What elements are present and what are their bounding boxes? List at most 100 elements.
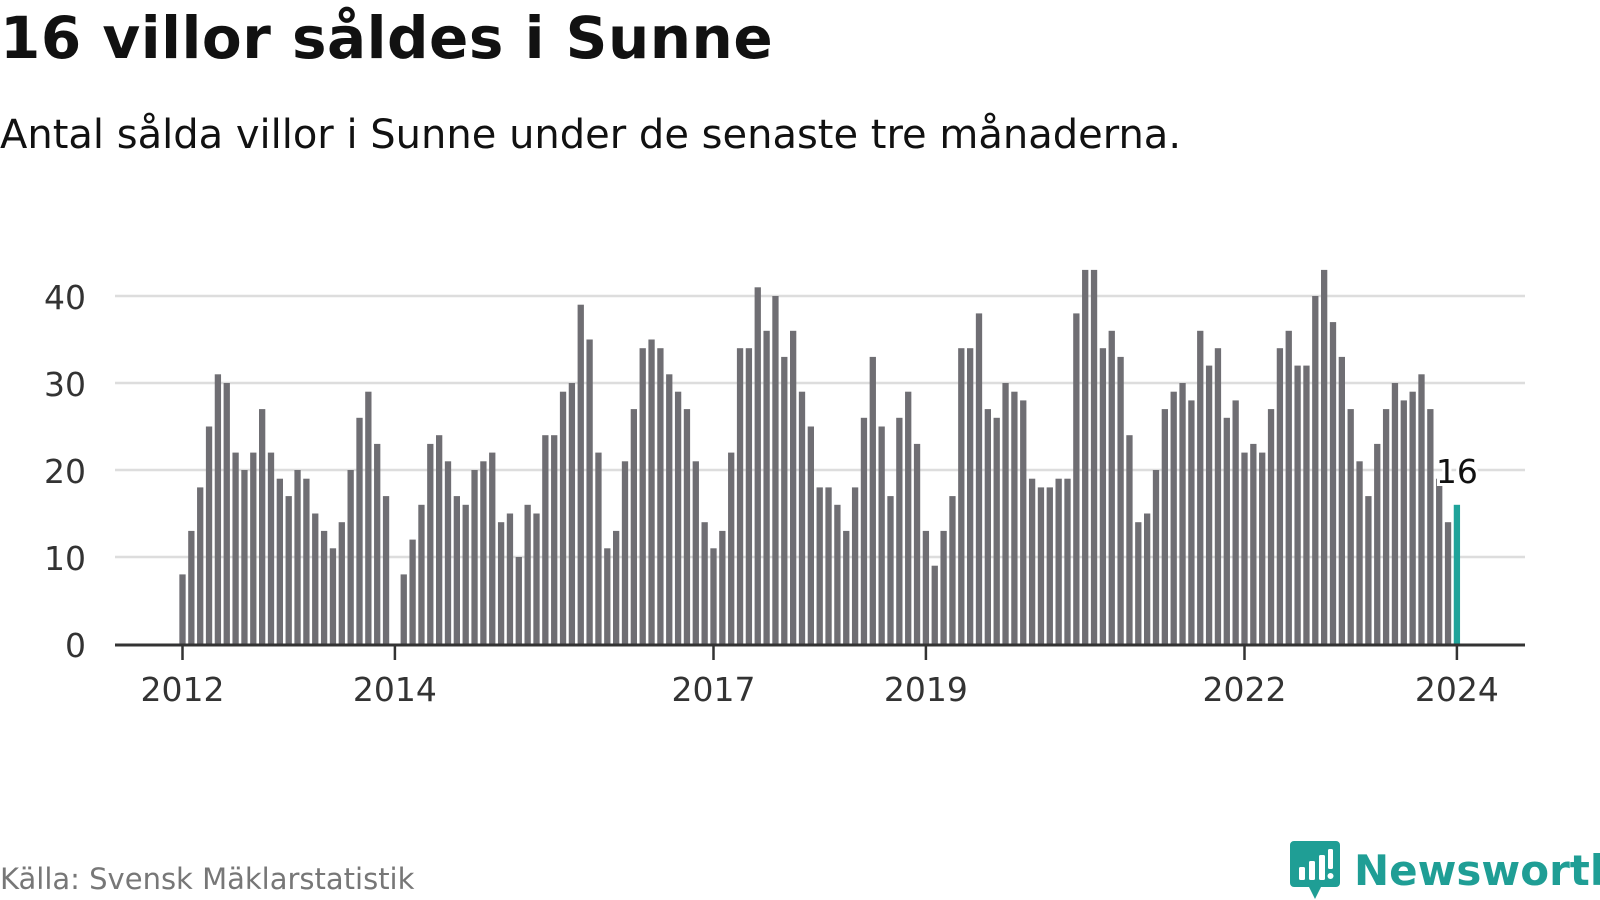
bar	[719, 530, 726, 644]
bar	[285, 496, 292, 644]
bar	[1259, 452, 1266, 644]
bar	[869, 356, 876, 644]
bar	[1418, 374, 1425, 644]
bar	[1135, 522, 1142, 644]
bar	[621, 461, 629, 644]
bar	[1205, 365, 1213, 644]
bar	[975, 313, 983, 644]
bar	[471, 470, 478, 644]
bar	[197, 487, 204, 644]
bar	[825, 487, 832, 644]
bar	[1329, 322, 1337, 644]
bar	[692, 461, 699, 644]
bar	[365, 391, 372, 644]
bar	[1002, 383, 1009, 644]
bars-layer	[179, 269, 1461, 644]
bar	[630, 409, 637, 644]
bar	[701, 522, 708, 644]
bar	[1285, 330, 1292, 644]
bar	[1046, 487, 1053, 644]
bar	[506, 513, 514, 644]
bar	[427, 443, 434, 644]
bar	[913, 443, 921, 644]
bar	[250, 452, 257, 644]
bar	[781, 356, 788, 644]
bar	[329, 548, 337, 644]
bar	[1400, 400, 1407, 644]
logo-bar-1	[1299, 867, 1305, 880]
bar	[577, 304, 584, 644]
bar	[683, 409, 691, 644]
logo-bar-3	[1319, 855, 1325, 880]
x-tick-label: 2012	[141, 670, 225, 709]
bar	[232, 452, 239, 644]
bar	[259, 409, 266, 644]
axis-layer	[115, 643, 1525, 660]
x-tick-label: 2019	[884, 670, 968, 709]
bar	[1028, 478, 1036, 644]
bar	[1427, 409, 1434, 644]
bar	[542, 435, 549, 644]
bar	[772, 296, 779, 644]
bar	[1161, 409, 1168, 644]
bar-chart: 0 10 20 30 40 2012 2014 2017 2019 2022 2024 16	[44, 269, 1525, 709]
bar	[568, 383, 576, 644]
bar	[400, 574, 407, 644]
bar	[1188, 400, 1195, 644]
bar	[958, 348, 965, 644]
bar	[409, 539, 416, 644]
bar	[745, 348, 753, 644]
bar	[1082, 269, 1089, 644]
bar	[1073, 313, 1080, 644]
label-layer: 0 10 20 30 40 2012 2014 2017 2019 2022 2024 16	[44, 278, 1499, 709]
bar	[347, 470, 354, 644]
bar	[984, 409, 991, 644]
highlight-value-label: 16	[1436, 452, 1478, 491]
bar	[674, 391, 682, 644]
x-tick-label: 2017	[672, 670, 756, 709]
bar	[382, 496, 390, 644]
bar	[940, 530, 947, 644]
newsworthy-logo-icon	[1290, 841, 1340, 899]
bar	[949, 496, 956, 644]
bar	[1152, 470, 1160, 644]
bar	[1197, 330, 1204, 644]
bar-highlight	[1453, 504, 1461, 644]
bar	[816, 487, 823, 644]
bar	[276, 478, 283, 644]
bar	[931, 565, 938, 644]
bar	[214, 374, 222, 644]
x-tick-label: 2014	[353, 670, 437, 709]
bar	[728, 452, 735, 644]
bar	[613, 530, 620, 644]
bar	[1117, 356, 1124, 644]
bar	[1303, 365, 1310, 644]
bar	[241, 470, 248, 644]
bar	[1214, 348, 1222, 644]
bar	[1020, 400, 1027, 644]
bar	[374, 443, 381, 644]
bar	[922, 530, 930, 644]
bar	[1294, 365, 1301, 644]
bar	[188, 530, 195, 644]
bar	[843, 530, 850, 644]
bar	[1108, 330, 1115, 644]
bar	[312, 513, 319, 644]
bar	[993, 417, 1000, 644]
bar	[497, 522, 505, 644]
bar	[878, 426, 885, 644]
bar	[1382, 409, 1390, 644]
bar	[179, 574, 186, 644]
page-title: 16 villor såldes i Sunne	[0, 4, 774, 72]
bar	[807, 426, 814, 644]
bar	[896, 417, 903, 644]
bar	[666, 374, 673, 644]
bar	[1090, 269, 1098, 644]
bar	[356, 417, 363, 644]
bar	[1055, 478, 1062, 644]
bar	[1170, 391, 1177, 644]
bar	[462, 504, 469, 644]
x-tick-label: 2024	[1415, 670, 1499, 709]
bar	[515, 557, 522, 644]
